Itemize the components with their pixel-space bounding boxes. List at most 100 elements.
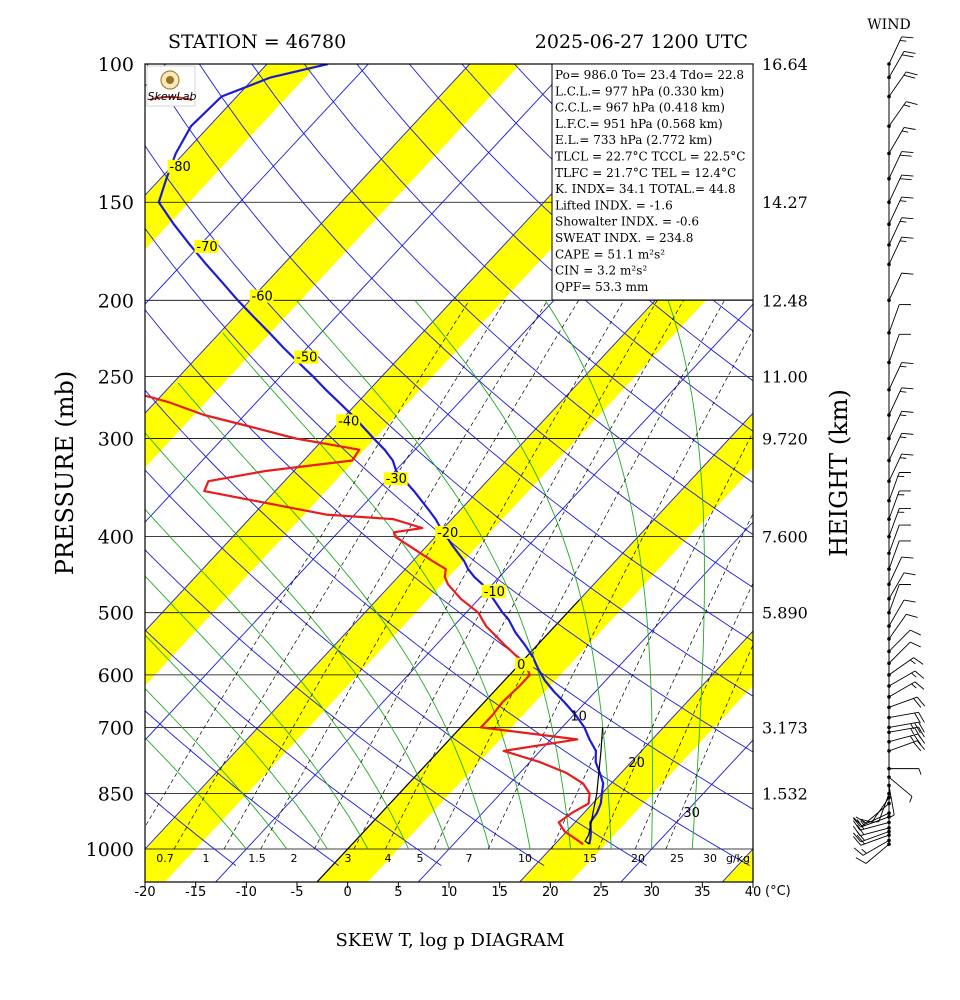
height-label: 1.532 xyxy=(762,785,808,804)
isotherm-label: -60 xyxy=(252,290,273,305)
mixing-ratio-line xyxy=(223,300,548,850)
mixing-ratio-line xyxy=(551,431,753,850)
mixing-ratio-label: 10 xyxy=(518,852,532,865)
wind-barb xyxy=(887,584,911,615)
wind-barb xyxy=(887,783,895,819)
isotherm-line xyxy=(519,630,753,882)
isotherm-label-bg xyxy=(336,414,361,428)
datetime-label: 2025-06-27 1200 UTC xyxy=(535,31,748,53)
wind-barb xyxy=(887,362,914,392)
wind-title: WIND xyxy=(867,17,910,33)
logo: SkewLab xyxy=(146,65,197,107)
logo-seal-center-icon xyxy=(166,76,174,84)
dry-adiabat xyxy=(145,629,442,866)
isotherm-label: -40 xyxy=(338,414,359,429)
index-line: TLFC = 21.7°C TEL = 12.4°C xyxy=(555,166,736,180)
wind-barb xyxy=(852,833,891,846)
isotherm-label-bg xyxy=(435,525,460,539)
moist-adiabats xyxy=(145,300,705,850)
index-line: E.L.= 733 hPa (2.772 km) xyxy=(555,133,712,147)
wind-barb xyxy=(887,196,914,227)
wind-barb xyxy=(887,50,916,80)
logo-swoosh-icon xyxy=(149,96,193,101)
wind-barb xyxy=(887,641,922,666)
wind-barb xyxy=(853,811,891,827)
mixing-ratio-label: 1.5 xyxy=(248,852,266,865)
mixing-ratio-line xyxy=(314,300,625,850)
wind-barb xyxy=(887,775,913,803)
index-line: QPF= 53.3 mm xyxy=(555,280,649,294)
isotherm-label: -30 xyxy=(386,472,407,487)
x-tick-label: 40 xyxy=(745,885,762,900)
wind-barb xyxy=(887,490,911,521)
series-parcel xyxy=(584,727,604,845)
index-line: L.C.L.= 977 hPa (0.330 km) xyxy=(555,84,724,98)
mixing-ratio-label: g/kg xyxy=(726,852,750,865)
wind-barb xyxy=(852,829,891,843)
height-label: 9.720 xyxy=(762,430,808,449)
dry-adiabat xyxy=(145,710,339,866)
height-label: 14.27 xyxy=(762,193,808,212)
mixing-ratio-label: 1 xyxy=(203,852,210,865)
mixing-ratio-label: 0.7 xyxy=(156,852,174,865)
mixing-ratio-line xyxy=(353,300,658,850)
isotherm-label-bg xyxy=(383,472,408,486)
wind-barb xyxy=(887,740,926,753)
wind-barb xyxy=(887,681,925,699)
pressure-label: 250 xyxy=(98,366,134,388)
mixing-ratio-label: 20 xyxy=(631,852,645,865)
isotherm-label: -70 xyxy=(196,240,217,255)
dry-adiabat xyxy=(145,389,750,866)
index-line: Showalter INDX. = -0.6 xyxy=(555,215,699,229)
logo-text: SkewLab xyxy=(148,90,197,103)
pressure-label: 600 xyxy=(98,665,134,687)
index-line: TLCL = 22.7°C TCCL = 22.5°C xyxy=(555,150,745,164)
dry-adiabat xyxy=(145,469,648,866)
x-tick-label: 15 xyxy=(491,885,508,900)
wind-barb xyxy=(887,721,925,734)
wind-barb xyxy=(887,726,925,739)
wind-barb xyxy=(887,453,914,484)
isotherm-label-bg xyxy=(515,657,534,671)
wind-barb xyxy=(887,174,914,205)
isotherm-line xyxy=(145,64,369,305)
wind-barb xyxy=(887,556,914,587)
mixing-ratio-line xyxy=(665,644,753,850)
x-tick-label: -10 xyxy=(236,885,257,900)
pressure-label: 300 xyxy=(98,429,134,451)
wind-barb xyxy=(887,572,916,601)
wind-barb xyxy=(887,333,911,365)
moist-adiabat xyxy=(145,687,288,850)
mixing-ratio-line xyxy=(597,512,753,850)
temperature-axis: -20 -15 -10 -5 0 5 10 15 20 25 30 35 40 xyxy=(134,882,761,900)
mixing-ratio-line xyxy=(385,300,684,850)
isotherm-label-bg xyxy=(167,159,192,173)
isotherm-label: -20 xyxy=(437,526,458,541)
isotherm-label-bg xyxy=(249,289,274,303)
pressure-label: 500 xyxy=(98,603,134,625)
mixing-ratio-label: 5 xyxy=(417,852,424,865)
mixing-ratio-labels: 0.7 1 1.5 2 3 4 5 7 10 15 20 25 30 g/kg xyxy=(156,852,750,865)
moist-adiabat xyxy=(145,432,450,850)
isotherm-label-bg xyxy=(481,584,506,598)
mixing-ratio-label: 3 xyxy=(345,852,352,865)
wind-barb xyxy=(887,507,911,539)
wind-barb xyxy=(852,824,891,837)
index-line: CIN = 3.2 m²s² xyxy=(555,264,647,278)
wind-barb xyxy=(853,838,891,856)
moist-adiabat xyxy=(222,332,531,850)
dry-adiabat xyxy=(145,549,545,866)
moist-adiabat xyxy=(145,634,328,850)
isotherm-line xyxy=(145,194,753,850)
wind-barb xyxy=(887,410,914,441)
isotherm-label: -10 xyxy=(484,585,505,600)
wind-barb xyxy=(855,842,891,864)
isotherm-label-bg xyxy=(294,350,319,364)
dry-adiabats xyxy=(145,64,753,866)
moist-adiabat xyxy=(145,508,409,850)
wind-barb xyxy=(887,629,922,654)
mixing-ratio-label: 25 xyxy=(670,852,684,865)
x-tick-label: 25 xyxy=(593,885,610,900)
x-tick-label: 35 xyxy=(694,885,711,900)
